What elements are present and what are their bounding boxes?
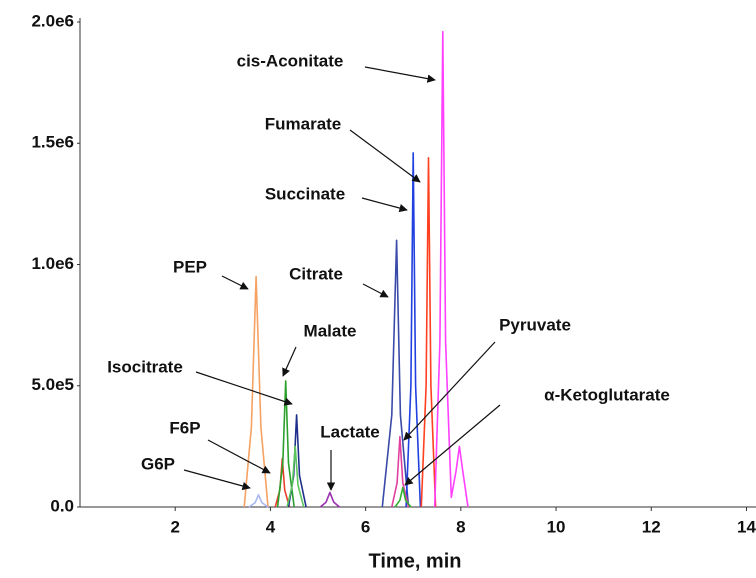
annotation-arrow xyxy=(364,66,436,83)
y-tick-label: 1.0e6 xyxy=(31,254,74,273)
peak-label: F6P xyxy=(169,418,200,437)
y-tick-label: 2.0e6 xyxy=(31,11,74,30)
peak-line xyxy=(381,239,410,508)
peak-line xyxy=(276,380,295,508)
annotation-arrow xyxy=(362,283,389,298)
peak-label: Lactate xyxy=(320,422,380,441)
peak-label: Malate xyxy=(304,321,357,340)
peak-label: G6P xyxy=(141,454,175,473)
peak-label: Citrate xyxy=(289,264,343,283)
peak-line xyxy=(420,157,437,508)
x-tick-label: 12 xyxy=(642,517,661,536)
peak-line xyxy=(391,435,410,508)
annotation-arrow xyxy=(361,197,408,213)
annotation-arrow xyxy=(403,341,496,441)
annotation-arrow xyxy=(349,129,421,183)
x-tick-label: 8 xyxy=(456,517,465,536)
x-tick-label: 2 xyxy=(170,517,179,536)
peak-label: Pyruvate xyxy=(499,315,571,334)
peak-label: PEP xyxy=(173,257,207,276)
y-tick-label: 0.0 xyxy=(50,496,74,515)
x-axis-title: Time, min xyxy=(369,550,462,572)
peak-line xyxy=(319,491,341,508)
peak-line xyxy=(248,494,269,508)
annotation-arrow xyxy=(404,404,501,486)
x-tick-label: 4 xyxy=(266,517,276,536)
annotation-arrow xyxy=(195,371,293,406)
peak-line xyxy=(405,152,422,508)
peak-label: cis-Aconitate xyxy=(237,51,344,70)
y-tick-label: 5.0e5 xyxy=(31,375,74,394)
x-tick-label: 14 xyxy=(737,517,756,536)
x-tick-label: 10 xyxy=(547,517,566,536)
peak-line xyxy=(394,486,412,508)
y-tick-label: 1.5e6 xyxy=(31,133,74,152)
peak-label: Fumarate xyxy=(265,114,342,133)
peak-label: Succinate xyxy=(265,184,345,203)
peak-line xyxy=(286,445,305,508)
peak-line xyxy=(433,30,469,508)
peak-label: α-Ketoglutarate xyxy=(544,385,670,404)
annotation-arrow xyxy=(282,346,297,377)
x-tick-label: 6 xyxy=(361,517,370,536)
annotation-arrow xyxy=(183,469,251,491)
peak-label: Isocitrate xyxy=(107,357,183,376)
annotation-arrow xyxy=(221,275,249,290)
annotation-arrow xyxy=(207,439,271,474)
peak-line xyxy=(243,275,269,508)
